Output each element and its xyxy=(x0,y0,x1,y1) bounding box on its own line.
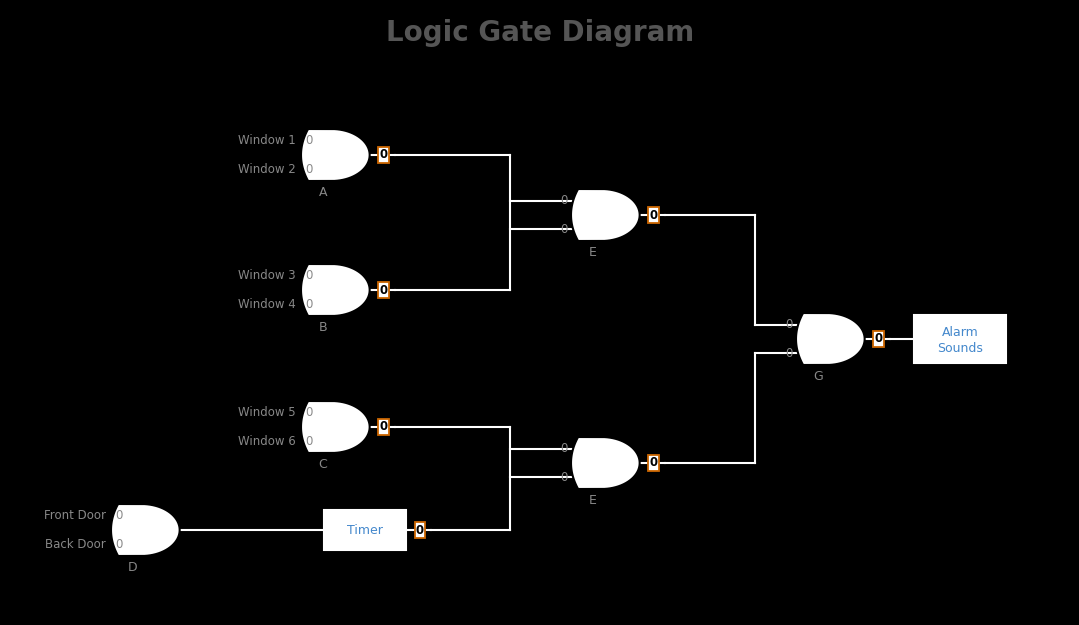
Text: 0: 0 xyxy=(305,269,313,282)
Text: Logic Gate Diagram: Logic Gate Diagram xyxy=(386,19,694,47)
Text: 0: 0 xyxy=(115,509,123,522)
Text: Timer: Timer xyxy=(347,524,383,536)
Polygon shape xyxy=(301,401,370,453)
Text: Back Door: Back Door xyxy=(45,538,106,551)
Text: 0: 0 xyxy=(650,456,658,469)
Polygon shape xyxy=(301,264,370,316)
Text: 0: 0 xyxy=(380,284,387,296)
Text: A: A xyxy=(318,186,327,199)
Text: 0: 0 xyxy=(380,421,387,434)
Polygon shape xyxy=(571,437,640,489)
Text: 0: 0 xyxy=(560,471,568,484)
Text: Window 3: Window 3 xyxy=(238,269,296,282)
Text: Sounds: Sounds xyxy=(937,341,983,354)
Text: 0: 0 xyxy=(650,209,658,221)
Text: 0: 0 xyxy=(560,194,568,208)
Text: E: E xyxy=(589,246,597,259)
Text: 0: 0 xyxy=(305,134,313,148)
Polygon shape xyxy=(571,189,640,241)
Text: 0: 0 xyxy=(380,149,387,161)
Text: 0: 0 xyxy=(305,434,313,447)
Text: Alarm: Alarm xyxy=(942,326,979,339)
Polygon shape xyxy=(301,129,370,181)
Text: 0: 0 xyxy=(305,162,313,176)
Polygon shape xyxy=(111,504,179,556)
Text: G: G xyxy=(814,370,823,383)
Polygon shape xyxy=(796,313,864,365)
Text: C: C xyxy=(318,458,327,471)
Text: B: B xyxy=(318,321,327,334)
Text: Window 2: Window 2 xyxy=(237,162,296,176)
Text: 0: 0 xyxy=(875,332,883,346)
Text: 0: 0 xyxy=(415,524,424,536)
Text: 0: 0 xyxy=(560,222,568,236)
Text: Window 4: Window 4 xyxy=(237,298,296,311)
Text: 0: 0 xyxy=(560,442,568,456)
Text: 0: 0 xyxy=(305,406,313,419)
Text: D: D xyxy=(128,561,138,574)
Text: E: E xyxy=(589,494,597,507)
Text: Window 5: Window 5 xyxy=(238,406,296,419)
Text: Front Door: Front Door xyxy=(43,509,106,522)
Text: 0: 0 xyxy=(115,538,123,551)
Text: 0: 0 xyxy=(786,319,793,331)
FancyBboxPatch shape xyxy=(324,510,406,550)
Text: 0: 0 xyxy=(786,346,793,359)
Text: Window 1: Window 1 xyxy=(237,134,296,148)
Text: 0: 0 xyxy=(305,298,313,311)
FancyBboxPatch shape xyxy=(914,315,1006,363)
Text: Window 6: Window 6 xyxy=(237,434,296,447)
